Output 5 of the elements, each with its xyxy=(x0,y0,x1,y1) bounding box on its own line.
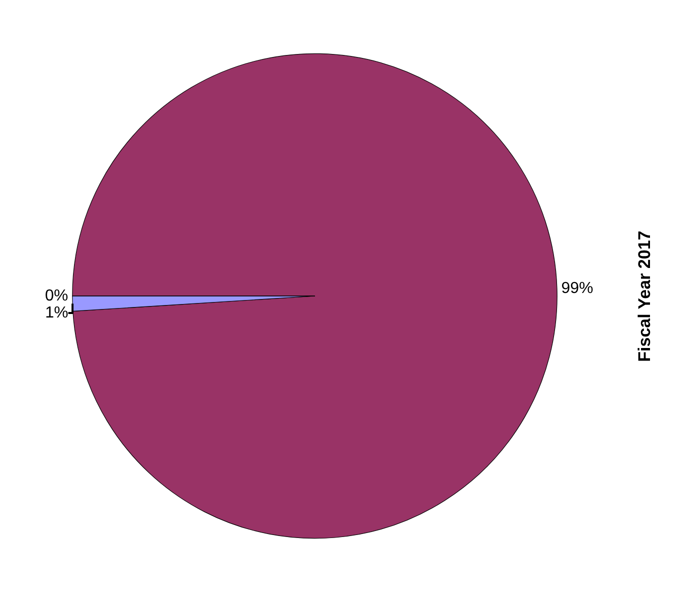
data-label: 99% xyxy=(561,280,594,297)
text: Fiscal Year 2017 xyxy=(634,230,654,362)
text: 0% xyxy=(45,288,68,304)
data-label: 1% xyxy=(45,304,68,322)
pie-slice xyxy=(72,53,558,538)
